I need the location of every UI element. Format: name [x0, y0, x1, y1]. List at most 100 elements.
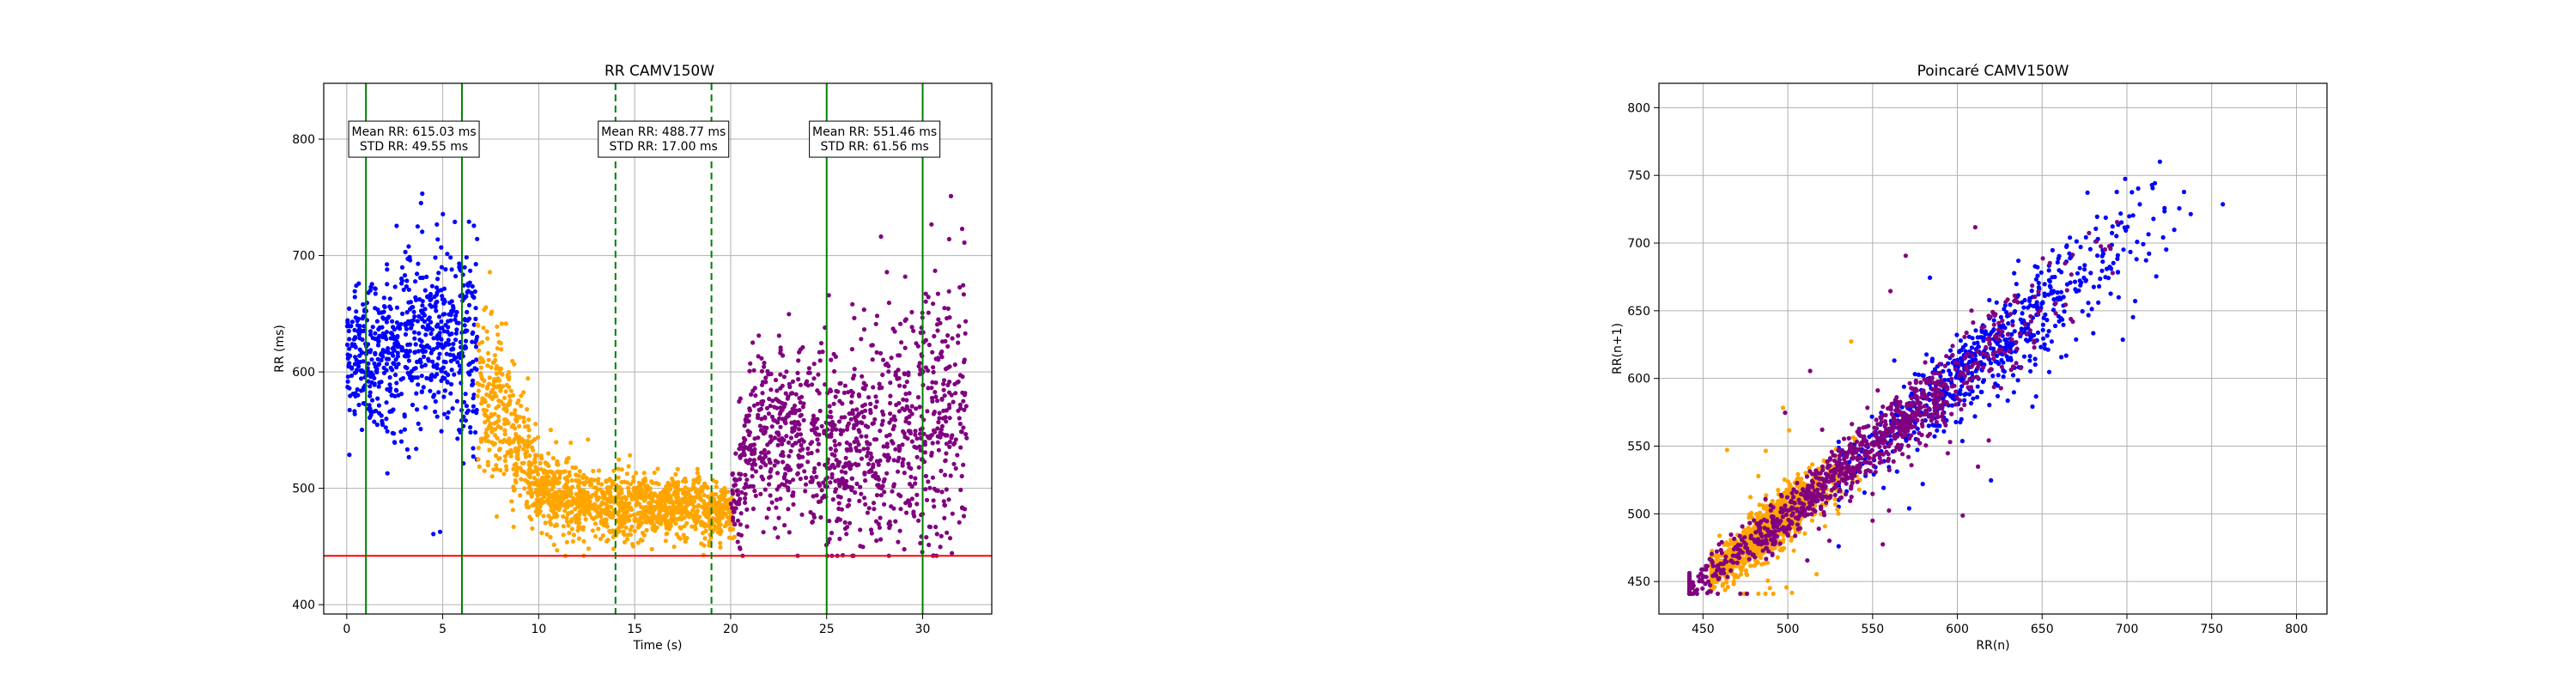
rr-point — [742, 423, 747, 429]
poincare-point — [2005, 398, 2010, 404]
rr-point — [718, 540, 723, 546]
poincare-point — [2088, 271, 2093, 276]
rr-point — [368, 406, 373, 411]
rr-point — [483, 305, 489, 310]
rr-point — [536, 482, 541, 487]
rr-point — [964, 435, 969, 441]
rr-point — [485, 363, 490, 368]
rr-point — [873, 321, 878, 326]
rr-point — [852, 367, 857, 372]
rr-point — [665, 521, 671, 526]
rr-point — [942, 472, 948, 477]
rr-point — [704, 523, 709, 528]
rr-point — [478, 439, 484, 444]
rr-point — [858, 544, 863, 549]
poincare-point — [1970, 336, 1975, 341]
rr-point — [900, 460, 905, 465]
rr-point — [836, 419, 842, 424]
rr-point — [756, 354, 761, 359]
rr-point — [799, 412, 804, 417]
rr-point — [833, 443, 838, 448]
rr-point — [426, 356, 431, 362]
rr-point — [719, 489, 724, 494]
rr-point — [793, 441, 799, 446]
rr-point — [914, 436, 920, 441]
rr-point — [387, 296, 392, 301]
rr-point — [807, 370, 812, 375]
rr-point — [838, 380, 843, 386]
poincare-point — [2100, 251, 2106, 256]
poincare-point — [1916, 372, 1921, 377]
rr-point — [953, 391, 958, 396]
rr-point — [463, 418, 469, 423]
rr-point — [896, 444, 902, 449]
rr-point — [798, 477, 803, 482]
rr-point — [526, 504, 532, 510]
rr-point — [817, 358, 823, 363]
rr-point — [828, 388, 834, 393]
rr-point — [565, 479, 570, 485]
rr-point — [580, 502, 586, 508]
stats-annotation-text: STD RR: 17.00 ms — [610, 140, 718, 154]
rr-point — [957, 402, 963, 407]
rr-point — [887, 432, 892, 437]
rr-point — [783, 466, 788, 471]
rr-point — [434, 362, 440, 368]
rr-point — [863, 502, 868, 507]
rr-point — [526, 423, 531, 429]
rr-point — [871, 421, 877, 426]
poincare-point — [2027, 354, 2032, 359]
poincare-point — [2002, 325, 2008, 331]
rr-point — [766, 372, 771, 377]
rr-point — [387, 304, 392, 309]
rr-point — [762, 415, 768, 420]
rr-point — [761, 431, 766, 436]
poincare-point — [1979, 329, 1984, 334]
rr-point — [434, 372, 440, 377]
rr-point — [951, 399, 956, 404]
poincare-point — [2057, 268, 2062, 273]
rr-point — [623, 525, 629, 531]
poincare-point — [2002, 369, 2007, 374]
rr-point — [617, 520, 623, 526]
stats-annotation-text: Mean RR: 551.46 ms — [812, 125, 937, 139]
rr-point — [496, 404, 501, 409]
rr-point — [767, 482, 772, 487]
rr-point — [483, 399, 488, 404]
rr-point — [485, 336, 490, 341]
rr-point — [776, 515, 781, 520]
poincare-point — [2030, 404, 2035, 410]
rr-point — [530, 502, 535, 508]
rr-point — [674, 509, 679, 514]
poincare-point — [2051, 297, 2057, 302]
rr-point — [818, 499, 823, 504]
rr-point — [468, 429, 473, 435]
rr-point — [615, 495, 621, 501]
rr-point — [776, 416, 782, 421]
rr-point — [434, 333, 440, 339]
rr-point — [399, 348, 404, 353]
rr-point — [596, 526, 601, 532]
rr-point — [750, 388, 756, 393]
rr-point — [826, 293, 831, 298]
rr-point — [415, 319, 420, 324]
poincare-point — [2095, 253, 2100, 258]
poincare-point — [1971, 341, 1977, 346]
rr-point — [848, 446, 854, 451]
poincare-point — [2021, 305, 2026, 310]
rr-point — [744, 459, 750, 465]
rr-point — [705, 494, 710, 499]
poincare-point — [2115, 270, 2121, 275]
rr-point — [884, 441, 890, 447]
rr-point — [935, 291, 940, 296]
rr-point — [944, 451, 949, 456]
poincare-point — [1981, 335, 1986, 340]
rr-point — [655, 466, 660, 471]
rr-point — [611, 546, 617, 551]
rr-point — [428, 297, 433, 302]
poincare-point — [2042, 291, 2047, 296]
rr-point — [496, 447, 502, 453]
rr-point — [445, 380, 450, 385]
rr-point — [944, 441, 949, 447]
rr-point — [859, 337, 864, 342]
